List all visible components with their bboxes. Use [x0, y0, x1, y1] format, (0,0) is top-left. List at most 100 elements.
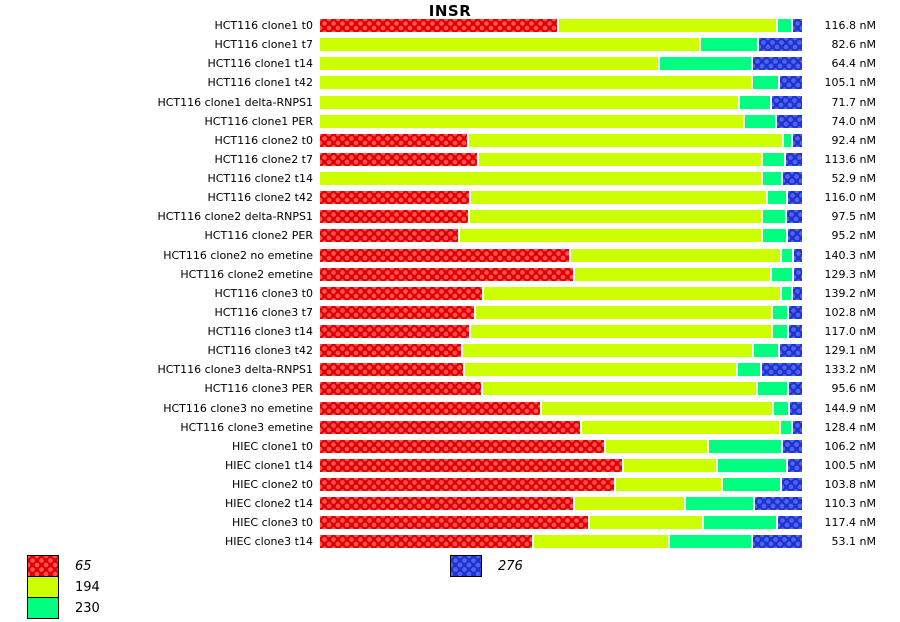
- bar-segment-230: [762, 229, 786, 243]
- bar-segment-194: [470, 191, 767, 205]
- legend-swatch-blue: [450, 555, 482, 577]
- stacked-bar: [320, 133, 802, 147]
- bar-segment-194: [320, 114, 744, 128]
- row-value: 102.8 nM: [824, 305, 876, 319]
- legend-label: 276: [498, 558, 523, 574]
- stacked-bar: [320, 210, 802, 224]
- bar-segment-276: [753, 535, 802, 549]
- stacked-bar: [320, 19, 803, 33]
- stacked-bar: [320, 172, 802, 186]
- row-value: 103.8 nM: [824, 478, 876, 492]
- bar-segment-65: [320, 210, 468, 224]
- bar-segment-65: [320, 267, 574, 281]
- bar-segment-65: [320, 344, 462, 358]
- row-value: 71.7 nM: [831, 95, 876, 109]
- bar-segment-230: [709, 439, 781, 453]
- legend-swatch-spring_green: [27, 597, 59, 619]
- chart-row: HCT116 clone1 t14 64.4 nM: [0, 54, 900, 73]
- bar-segment-276: [788, 191, 802, 205]
- bar-segment-230: [686, 497, 753, 511]
- bar-segment-230: [763, 172, 782, 186]
- legend-label: 65: [75, 558, 92, 574]
- bar-segment-65: [320, 439, 605, 453]
- row-label: HIEC clone1 t0: [231, 439, 313, 453]
- bar-segment-230: [758, 382, 788, 396]
- bar-segment-194: [320, 76, 752, 90]
- legend-item: 65: [27, 555, 100, 577]
- row-value: 144.9 nM: [824, 401, 876, 415]
- chart-row: HCT116 clone2 t14 52.9 nM: [0, 169, 900, 188]
- row-value: 110.3 nM: [824, 497, 876, 511]
- row-value: 113.6 nM: [824, 152, 876, 166]
- row-label: HCT116 clone3 t0: [214, 286, 313, 300]
- bar-segment-230: [753, 344, 779, 358]
- stacked-bar: [320, 248, 803, 262]
- row-label: HCT116 clone1 t42: [207, 76, 313, 90]
- row-value: 117.4 nM: [824, 516, 876, 530]
- bar-segment-230: [784, 133, 792, 147]
- bar-segment-230: [773, 325, 788, 339]
- bar-segment-230: [738, 363, 760, 377]
- bar-segment-230: [745, 114, 776, 128]
- bar-segment-194: [460, 229, 761, 243]
- bar-segment-65: [320, 516, 588, 530]
- bar-segment-194: [559, 19, 777, 33]
- bar-segment-194: [624, 458, 716, 472]
- bar-segment-230: [771, 267, 792, 281]
- stacked-bar: [320, 439, 802, 453]
- bar-segment-194: [469, 133, 783, 147]
- bar-segment-276: [758, 38, 802, 52]
- bar-segment-65: [320, 152, 477, 166]
- bar-segment-276: [785, 152, 802, 166]
- stacked-bar: [320, 191, 802, 205]
- chart-row: HIEC clone3 t0 117.4 nM: [0, 513, 900, 532]
- stacked-bar: [320, 229, 802, 243]
- stacked-bar: [320, 420, 802, 434]
- stacked-bar: [320, 95, 802, 109]
- bar-segment-276: [780, 76, 802, 90]
- bar-segment-230: [778, 19, 791, 33]
- row-label: HCT116 clone1 delta-RNPS1: [157, 95, 313, 109]
- bar-segment-276: [793, 133, 802, 147]
- chart-row: HCT116 clone2 t0 92.4 nM: [0, 131, 900, 150]
- bar-segment-276: [793, 267, 802, 281]
- chart-row: HCT116 clone2 t7 113.6 nM: [0, 150, 900, 169]
- bar-segment-230: [704, 516, 777, 530]
- bar-segment-276: [787, 229, 802, 243]
- legend-swatch-yellow_green: [27, 576, 59, 598]
- bar-segment-194: [470, 325, 772, 339]
- row-value: 82.6 nM: [831, 38, 876, 52]
- bar-segment-194: [589, 516, 703, 530]
- stacked-bar: [320, 152, 802, 166]
- row-value: 97.5 nM: [831, 210, 876, 224]
- bar-segment-276: [789, 305, 802, 319]
- chart-row: HIEC clone1 t0 106.2 nM: [0, 437, 900, 456]
- bar-segment-194: [469, 210, 761, 224]
- stacked-bar: [320, 516, 802, 530]
- bar-segment-230: [701, 38, 757, 52]
- bar-segment-194: [320, 38, 700, 52]
- chart-row: HCT116 clone3 t7 102.8 nM: [0, 303, 900, 322]
- chart-row: HCT116 clone3 t42 129.1 nM: [0, 341, 900, 360]
- row-label: HCT116 clone3 t14: [207, 325, 313, 339]
- stacked-bar: [320, 497, 802, 511]
- chart-title: INSR: [428, 2, 472, 20]
- bar-segment-65: [320, 401, 541, 415]
- row-label: HCT116 clone2 delta-RNPS1: [157, 210, 313, 224]
- bar-segment-276: [753, 57, 802, 71]
- bar-segment-230: [670, 535, 752, 549]
- row-label: HCT116 clone1 t0: [214, 19, 313, 33]
- bar-segment-194: [478, 152, 761, 166]
- stacked-bar: [320, 267, 802, 281]
- chart-row: HCT116 clone3 t14 117.0 nM: [0, 322, 900, 341]
- bar-segment-276: [778, 516, 802, 530]
- bar-segment-230: [781, 248, 792, 262]
- bar-segment-65: [320, 458, 623, 472]
- bar-segment-276: [789, 401, 802, 415]
- chart-row: HCT116 clone3 t0 139.2 nM: [0, 284, 900, 303]
- bar-segment-276: [786, 210, 802, 224]
- bar-segment-230: [780, 420, 791, 434]
- chart-row: HCT116 clone3 no emetine 144.9 nM: [0, 399, 900, 418]
- row-label: HCT116 clone2 t42: [207, 191, 313, 205]
- stacked-bar: [320, 305, 802, 319]
